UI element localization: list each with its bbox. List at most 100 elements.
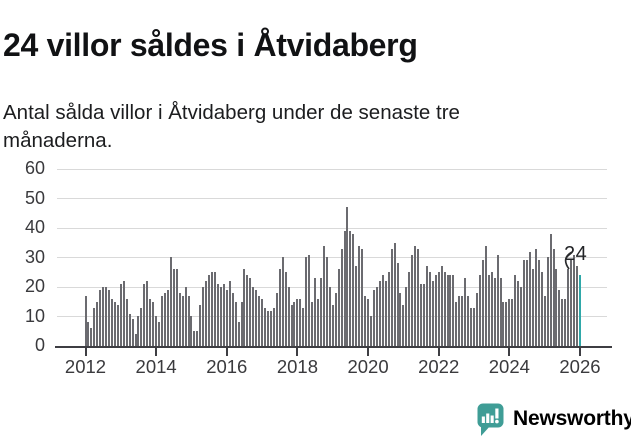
bar bbox=[505, 302, 508, 346]
bar bbox=[163, 293, 166, 346]
value-label: 24 bbox=[564, 243, 588, 265]
bar bbox=[193, 331, 196, 346]
bar bbox=[196, 331, 199, 346]
bar bbox=[502, 302, 505, 346]
bar bbox=[158, 322, 161, 346]
bar bbox=[296, 299, 299, 346]
bar bbox=[449, 275, 452, 346]
bar bbox=[381, 275, 384, 346]
bar bbox=[443, 272, 446, 346]
bar bbox=[266, 311, 269, 346]
gridline-y60 bbox=[57, 168, 607, 170]
value-label-leader-line bbox=[564, 251, 573, 270]
x-axis-tick-2022 bbox=[437, 348, 440, 356]
bar bbox=[87, 322, 90, 346]
bar bbox=[555, 269, 558, 346]
bar bbox=[166, 290, 169, 346]
bar bbox=[331, 305, 334, 346]
bar bbox=[461, 296, 464, 346]
bar bbox=[84, 296, 87, 346]
bar bbox=[122, 281, 125, 346]
bar bbox=[105, 287, 108, 346]
bar bbox=[552, 249, 555, 346]
x-axis-label-2016: 2016 bbox=[206, 356, 248, 377]
bar bbox=[490, 272, 493, 346]
bar bbox=[246, 275, 249, 346]
bar bbox=[149, 299, 152, 346]
x-axis-label-2020: 2020 bbox=[347, 356, 389, 377]
bar bbox=[325, 257, 328, 346]
x-axis-tick-2014 bbox=[155, 348, 158, 356]
bar bbox=[190, 316, 193, 346]
bar bbox=[258, 296, 261, 346]
bar bbox=[367, 299, 370, 346]
gridline-y20 bbox=[57, 286, 607, 288]
bar bbox=[470, 308, 473, 346]
bar bbox=[570, 260, 573, 346]
y-axis-label-30: 30 bbox=[24, 246, 45, 267]
bar bbox=[116, 305, 119, 346]
gridline-y40 bbox=[57, 227, 607, 229]
bar bbox=[526, 260, 529, 346]
bar bbox=[208, 275, 211, 346]
bar bbox=[214, 272, 216, 346]
x-axis-label-2022: 2022 bbox=[418, 356, 460, 377]
bar bbox=[108, 290, 111, 346]
bar bbox=[175, 269, 178, 346]
bar bbox=[219, 287, 222, 346]
bar bbox=[99, 290, 102, 346]
bar bbox=[487, 275, 490, 346]
bar bbox=[302, 308, 305, 346]
bar bbox=[528, 252, 531, 346]
bar bbox=[311, 302, 314, 346]
bar bbox=[576, 266, 579, 346]
bar bbox=[464, 278, 467, 346]
bar bbox=[93, 308, 96, 346]
bar bbox=[549, 234, 552, 346]
bar bbox=[340, 249, 343, 346]
bar bbox=[181, 296, 184, 346]
bar bbox=[517, 281, 520, 346]
x-axis-tick-2018 bbox=[296, 348, 299, 356]
bar bbox=[411, 255, 414, 346]
bar bbox=[543, 296, 546, 346]
bar bbox=[514, 275, 517, 346]
bar bbox=[290, 305, 293, 346]
bar bbox=[143, 284, 146, 346]
bar bbox=[402, 305, 405, 346]
x-axis-tick-2020 bbox=[367, 348, 370, 356]
bar bbox=[155, 316, 158, 346]
bar bbox=[343, 231, 346, 346]
bar bbox=[228, 281, 231, 346]
bar bbox=[352, 234, 355, 346]
bar bbox=[328, 287, 331, 346]
bar bbox=[243, 269, 246, 346]
bar bbox=[508, 299, 511, 346]
bar bbox=[184, 287, 187, 346]
bar bbox=[378, 281, 381, 346]
chart-title: 24 villor såldes i Åtvidaberg bbox=[3, 27, 418, 64]
bar bbox=[237, 322, 240, 346]
bar bbox=[455, 302, 458, 346]
bar bbox=[375, 287, 378, 346]
bar bbox=[178, 293, 181, 346]
bar bbox=[511, 299, 514, 346]
bar bbox=[399, 293, 402, 346]
bar bbox=[231, 293, 234, 346]
x-axis-tick-2024 bbox=[508, 348, 511, 356]
bar bbox=[481, 260, 484, 346]
bar bbox=[558, 290, 561, 346]
bar bbox=[417, 249, 420, 346]
bar bbox=[125, 299, 128, 346]
bar bbox=[561, 299, 564, 346]
y-axis-label-60: 60 bbox=[24, 158, 45, 178]
bar bbox=[564, 299, 567, 346]
bar bbox=[384, 281, 387, 346]
bar bbox=[420, 284, 423, 346]
gridline-y50 bbox=[57, 198, 607, 199]
bar bbox=[113, 302, 116, 346]
bar bbox=[284, 272, 287, 346]
bar bbox=[440, 266, 443, 346]
bar bbox=[234, 302, 237, 346]
plot-area: 0 10 20 30 40 50 60 2012 2014 2016 2018 2020 2022 202… bbox=[24, 158, 612, 377]
